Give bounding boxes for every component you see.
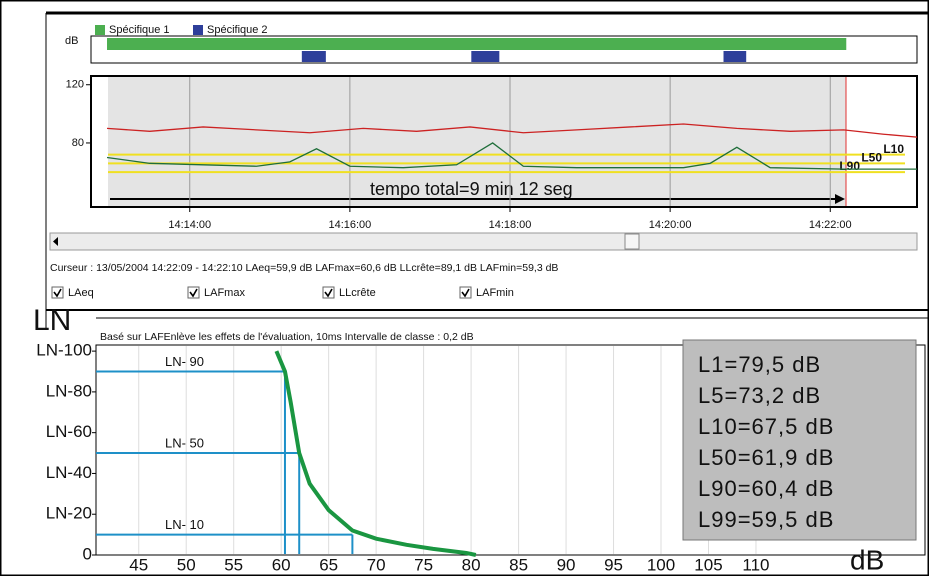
scroll-left[interactable] bbox=[53, 237, 58, 246]
event-bar bbox=[107, 38, 847, 50]
checkmark bbox=[53, 288, 62, 298]
stats-box bbox=[682, 339, 917, 541]
stat-line: L50=61,9 dB bbox=[698, 445, 834, 470]
recording-area bbox=[108, 77, 846, 206]
series-line bbox=[106, 123, 918, 138]
ln-label: LN- 90 bbox=[165, 354, 204, 369]
ln-label: LN- 50 bbox=[165, 435, 204, 450]
stat-line: L99=59,5 dB bbox=[698, 507, 834, 532]
x-tick-label: 55 bbox=[224, 555, 243, 574]
stat-line: L90=60,4 dB bbox=[698, 476, 834, 501]
cursor-info: Curseur : 13/05/2004 14:22:09 - 14:22:10… bbox=[50, 262, 558, 274]
x-tick-label: 14:18:00 bbox=[489, 219, 532, 231]
checkbox[interactable] bbox=[51, 286, 64, 299]
checkbox[interactable] bbox=[187, 286, 200, 299]
x-tick-label: 100 bbox=[647, 555, 675, 574]
x-axis-label: dB bbox=[850, 544, 884, 575]
stat-line: L1=79,5 dB bbox=[698, 352, 821, 377]
checkmark bbox=[189, 288, 198, 298]
checkbox-label: LAFmax bbox=[204, 287, 245, 299]
x-tick-label: 14:14:00 bbox=[168, 219, 211, 231]
legend-swatch bbox=[95, 25, 105, 35]
level-label: L10 bbox=[883, 142, 904, 156]
x-tick-label: 90 bbox=[557, 555, 576, 574]
ln-subtitle: Basé sur LAFEnlève les effets de l'évalu… bbox=[100, 331, 474, 343]
checkmark bbox=[461, 288, 470, 298]
legend-label: Spécifique 2 bbox=[207, 24, 268, 36]
ln-title: LN bbox=[33, 304, 71, 337]
x-tick-label: 85 bbox=[509, 555, 528, 574]
y-axis-label: dB bbox=[65, 35, 78, 47]
x-tick-label: 14:16:00 bbox=[328, 219, 371, 231]
stat-line: L10=67,5 dB bbox=[698, 414, 834, 439]
annotation: tempo total=9 min 12 seg bbox=[370, 179, 573, 199]
y-tick-label: LN-60 bbox=[46, 422, 92, 441]
checkbox-label: LAeq bbox=[68, 287, 94, 299]
x-tick-label: 45 bbox=[129, 555, 148, 574]
event-bar bbox=[471, 51, 500, 62]
y-tick-label: 120 bbox=[66, 79, 84, 91]
x-tick-label: 105 bbox=[694, 555, 722, 574]
ln-label: LN- 10 bbox=[165, 517, 204, 532]
y-tick-label: LN-80 bbox=[46, 381, 92, 400]
level-label: L50 bbox=[861, 151, 882, 165]
y-tick-label: 80 bbox=[72, 137, 84, 149]
checkbox-label: LLcrête bbox=[339, 287, 376, 299]
x-tick-label: 60 bbox=[272, 555, 291, 574]
x-tick-label: 14:20:00 bbox=[649, 219, 692, 231]
x-tick-label: 110 bbox=[742, 555, 769, 574]
x-tick-label: 75 bbox=[414, 555, 433, 574]
x-tick-label: 65 bbox=[319, 555, 338, 574]
checkmark bbox=[324, 288, 333, 298]
event-bar bbox=[301, 51, 326, 62]
y-tick-label: LN-20 bbox=[46, 504, 92, 523]
x-tick-label: 14:22:00 bbox=[809, 219, 852, 231]
y-tick-label: LN-100 bbox=[36, 341, 92, 360]
checkbox[interactable] bbox=[322, 286, 335, 299]
scroll-thumb[interactable] bbox=[624, 233, 640, 250]
event-bar bbox=[723, 51, 747, 62]
y-tick-label: LN-40 bbox=[46, 463, 92, 482]
y-tick-label: 0 bbox=[83, 544, 92, 563]
checkbox[interactable] bbox=[459, 286, 472, 299]
x-tick-label: 70 bbox=[367, 555, 386, 574]
legend-swatch bbox=[193, 25, 203, 35]
arrow-head bbox=[835, 194, 845, 204]
checkbox-label: LAFmin bbox=[476, 287, 514, 299]
x-tick-label: 50 bbox=[177, 555, 196, 574]
legend-label: Spécifique 1 bbox=[109, 24, 170, 36]
scrollbar[interactable] bbox=[49, 232, 918, 251]
series-line bbox=[274, 350, 477, 557]
x-tick-label: 95 bbox=[604, 555, 623, 574]
level-label: L90 bbox=[839, 159, 860, 173]
stat-line: L5=73,2 dB bbox=[698, 383, 821, 408]
x-tick-label: 80 bbox=[462, 555, 481, 574]
series-line bbox=[106, 142, 917, 170]
